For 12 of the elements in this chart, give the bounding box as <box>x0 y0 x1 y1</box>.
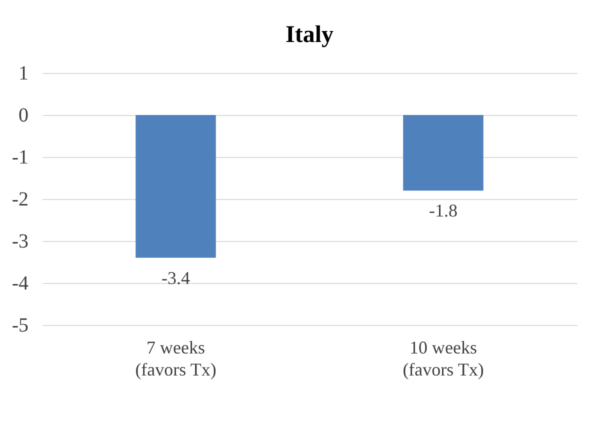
y-tick-label: 0 <box>18 104 28 126</box>
y-tick-label: -1 <box>12 146 28 168</box>
data-label: -3.4 <box>162 268 190 288</box>
y-tick-label: -4 <box>12 272 28 294</box>
chart-title: Italy <box>286 22 334 48</box>
y-tick-label: -5 <box>12 314 28 336</box>
y-tick-label: 1 <box>18 62 28 84</box>
y-tick-label: -3 <box>12 230 28 252</box>
x-tick-label: 10 weeks (favors Tx) <box>402 338 484 380</box>
y-tick-label: -2 <box>12 188 28 210</box>
x-tick-label: 7 weeks (favors Tx) <box>135 338 216 380</box>
data-label: -1.8 <box>429 200 458 221</box>
